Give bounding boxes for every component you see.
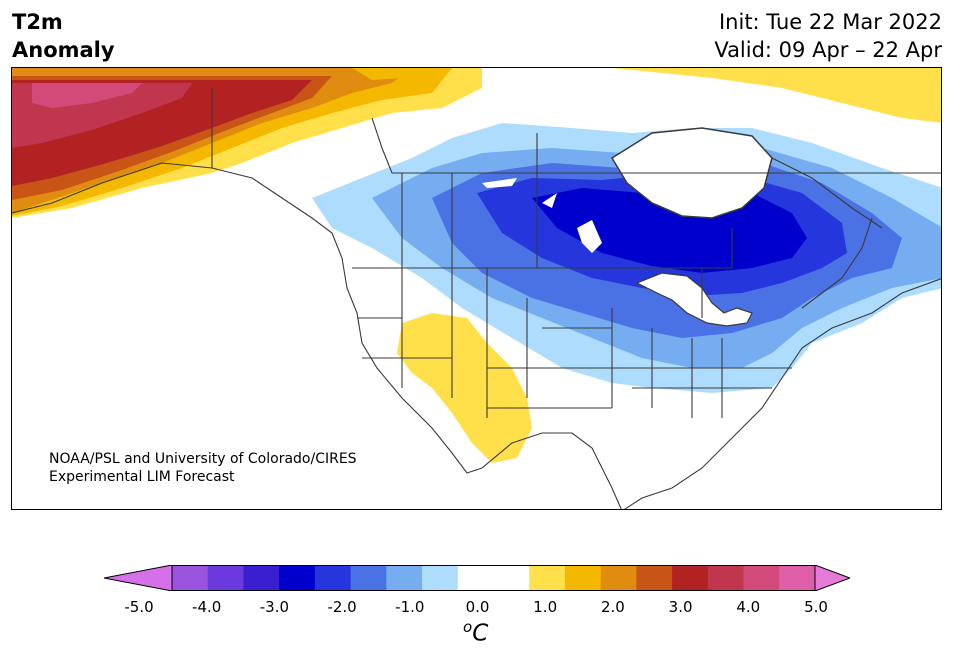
colorbar-segment: [636, 565, 673, 591]
colorbar-segment: [386, 565, 423, 591]
init-date: Init: Tue 22 Mar 2022: [718, 10, 942, 34]
colorbar-segment: [493, 565, 530, 591]
credit-text: NOAA/PSL and University of Colorado/CIRE…: [49, 450, 357, 486]
credit-line-2: Experimental LIM Forecast: [49, 469, 235, 485]
colorbar-tick-label: 0.0: [465, 598, 490, 616]
unit-degree: o: [463, 618, 473, 636]
colorbar-segments: [172, 565, 816, 591]
colorbar-segment: [457, 565, 494, 591]
colorbar-tick-label: -1.0: [395, 598, 425, 616]
colorbar-segment: [243, 565, 280, 591]
colorbar-tick-label: -4.0: [192, 598, 222, 616]
map-canvas: [12, 68, 941, 509]
colorbar-tick-label: 2.0: [600, 598, 625, 616]
colorbar-outline: [171, 565, 816, 591]
great-lakes: [635, 272, 753, 327]
canada-lakes: [577, 220, 602, 253]
canada-lake-2: [482, 178, 517, 188]
colorbar-tick-label: -5.0: [124, 598, 154, 616]
colorbar-segment: [672, 565, 709, 591]
colorbar-tick-label: 5.0: [804, 598, 828, 616]
colorbar-tick-label: 1.0: [533, 598, 558, 616]
unit-label: oC: [463, 618, 488, 647]
colorbar-segment: [350, 565, 387, 591]
warm-max-region: [32, 83, 142, 108]
colorbar-segment: [779, 565, 816, 591]
colorbar: [104, 565, 850, 591]
arctic-warm-light-region: [352, 68, 412, 80]
colorbar-arrow-right: [814, 565, 850, 591]
anomaly-map: [11, 67, 942, 510]
colorbar-tick-label: -2.0: [327, 598, 357, 616]
colorbar-segment: [279, 565, 316, 591]
credit-line-1: NOAA/PSL and University of Colorado/CIRE…: [49, 451, 357, 467]
forecast-dates: Init: Tue 22 Mar 2022 Valid: 09 Apr – 22…: [714, 8, 942, 64]
alaska-lake: [542, 193, 557, 208]
colorbar-segment: [707, 565, 744, 591]
colorbar-segment: [422, 565, 459, 591]
map-outlines: [12, 88, 941, 509]
colorbar-tick-label: 4.0: [736, 598, 761, 616]
title-line-2: Anomaly: [12, 38, 115, 62]
title-line-1: T2m: [12, 10, 63, 34]
colorbar-segment: [207, 565, 244, 591]
colorbar-segment: [564, 565, 602, 591]
colorbar-segment: [172, 565, 209, 591]
southwest-warm-region: [397, 313, 532, 463]
valid-period: Valid: 09 Apr – 22 Apr: [714, 38, 942, 62]
colorbar-segment: [529, 565, 566, 591]
colorbar-tick-label: -3.0: [259, 598, 290, 616]
map-title: T2m Anomaly: [12, 8, 115, 64]
colorbar-segment: [743, 565, 780, 591]
colorbar-arrow-left: [104, 565, 173, 591]
colorbar-tick-label: 3.0: [668, 598, 693, 616]
colorbar-segment: [314, 565, 352, 591]
arctic-warm-region: [612, 68, 941, 123]
unit-c: C: [472, 620, 489, 647]
colorbar-segment: [600, 565, 637, 591]
